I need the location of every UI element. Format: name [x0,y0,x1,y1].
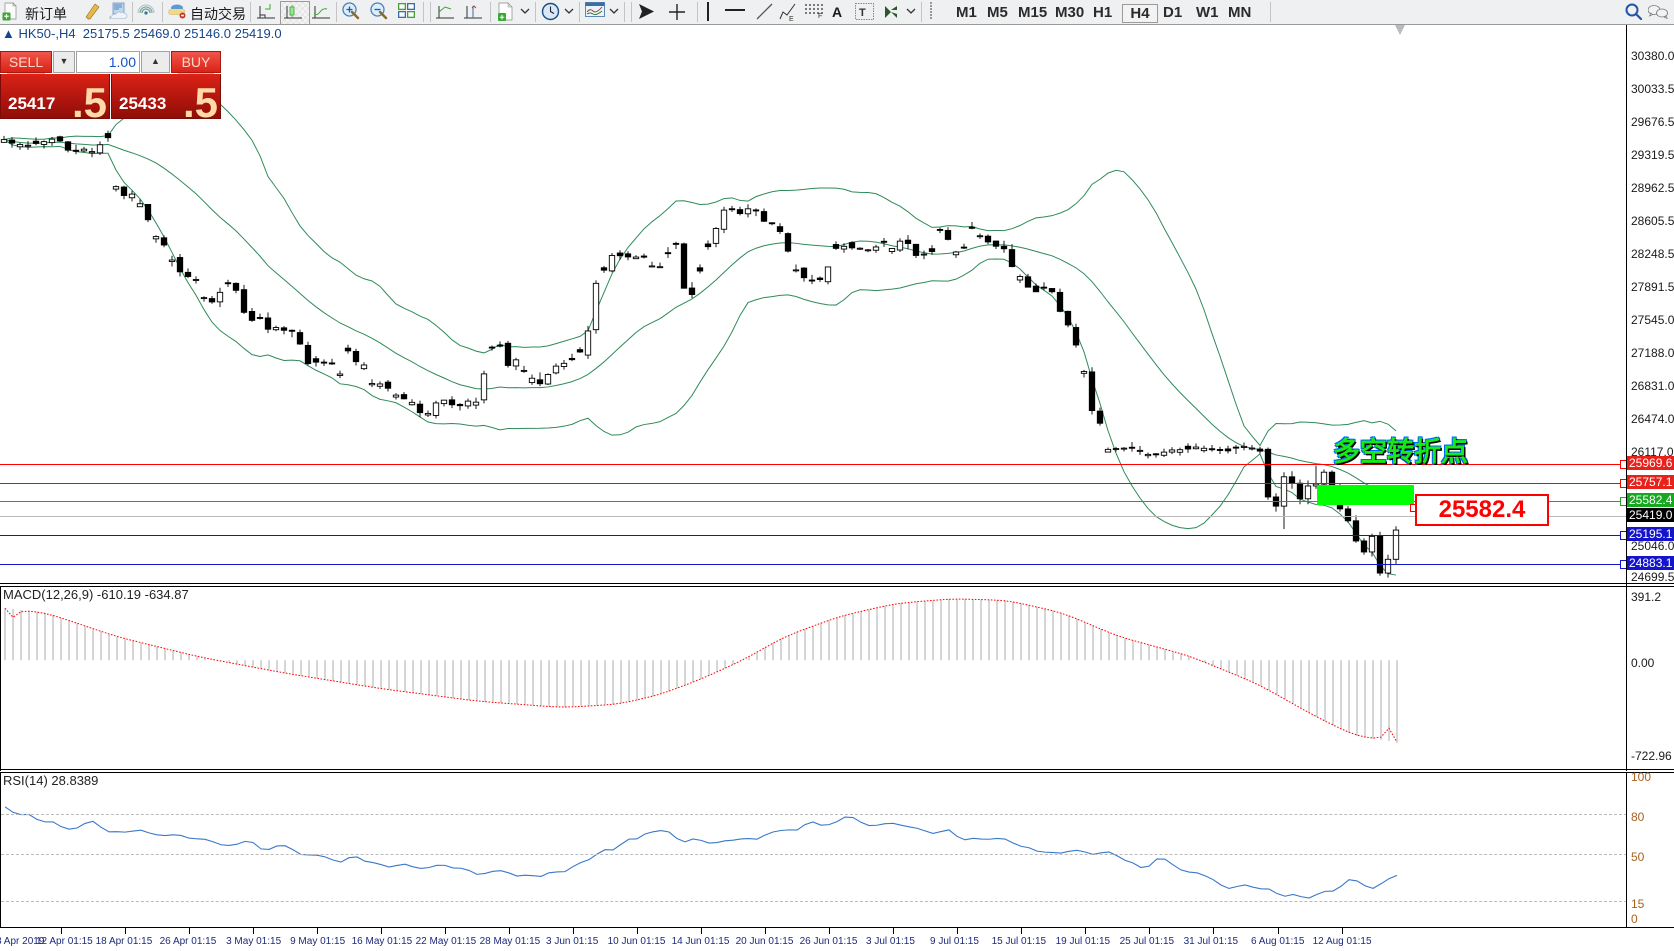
svg-text:E: E [789,16,794,21]
svg-text:F: F [818,13,822,18]
svg-text:T: T [859,7,866,19]
